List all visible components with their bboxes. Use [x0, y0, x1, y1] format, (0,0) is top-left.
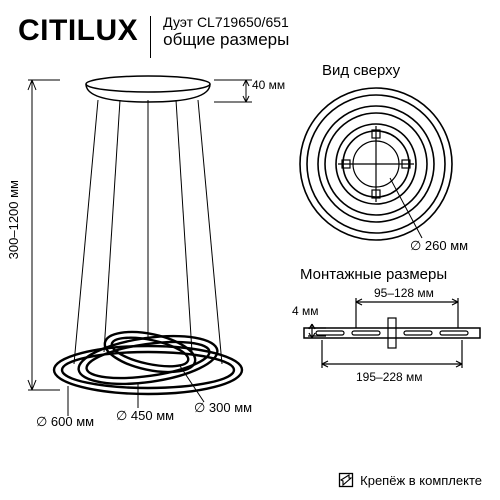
top-view-title: Вид сверху [322, 62, 400, 79]
header-divider [150, 16, 151, 58]
mount-drawing [290, 288, 494, 408]
header-right: Дуэт CL719650/651 общие размеры [163, 14, 289, 50]
subtitle-label: общие размеры [163, 30, 289, 50]
ring-inner-label: ∅ 300 мм [194, 400, 252, 416]
brand-logo: CITILUX [18, 14, 138, 48]
footer: Крепёж в комплекте [338, 472, 482, 488]
canopy-height-label: 40 мм [252, 78, 285, 92]
mount-slot-span-label: 95–128 мм [374, 286, 434, 300]
diagram-canvas: 300–1200 мм 40 мм ∅ 600 мм ∅ 450 мм ∅ 30… [0, 60, 500, 460]
ring-outer-label: ∅ 600 мм [36, 414, 94, 430]
canopy-diameter-label: ∅ 260 мм [410, 238, 468, 254]
ring-middle-label: ∅ 450 мм [116, 408, 174, 424]
top-view-drawing [286, 82, 466, 262]
mount-thickness-label: 4 мм [292, 304, 319, 318]
footer-text: Крепёж в комплекте [360, 473, 482, 488]
mount-title: Монтажные размеры [300, 266, 447, 283]
header: CITILUX Дуэт CL719650/651 общие размеры [0, 0, 500, 64]
side-view-drawing [8, 64, 268, 434]
mount-overall-span-label: 195–228 мм [356, 370, 423, 384]
hardware-icon [338, 472, 354, 488]
height-label: 300–1200 мм [6, 180, 21, 259]
model-label: Дуэт CL719650/651 [163, 14, 289, 30]
